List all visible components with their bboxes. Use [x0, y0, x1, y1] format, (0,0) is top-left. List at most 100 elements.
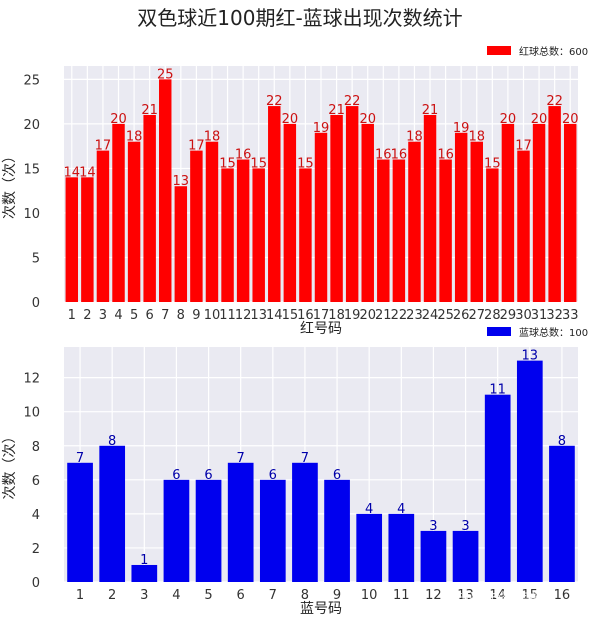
red-x-tick-label: 16: [297, 308, 314, 323]
red-x-tick-label: 32: [546, 308, 563, 323]
blue-y-tick-label: 4: [32, 508, 40, 523]
red-bar: [314, 132, 328, 302]
blue-bar-value-label: 6: [333, 468, 341, 483]
red-bar-value-label: 20: [359, 112, 376, 127]
red-x-axis-title: 红号码: [300, 321, 342, 337]
red-x-tick-label: 21: [375, 308, 392, 323]
blue-bar: [516, 360, 543, 582]
blue-bar: [356, 513, 383, 582]
red-x-tick-label: 10: [204, 308, 221, 323]
red-y-axis-title: 次数（次）: [2, 149, 18, 219]
red-bar-value-label: 20: [500, 112, 517, 127]
red-x-tick-label: 8: [177, 308, 185, 323]
blue-bar-value-label: 4: [397, 502, 405, 517]
blue-x-tick-label: 5: [204, 588, 212, 603]
blue-bar-value-label: 13: [522, 349, 539, 364]
red-bar: [486, 168, 499, 302]
blue-y-axis-title: 次数（次）: [2, 430, 18, 500]
blue-x-tick-label: 11: [393, 588, 410, 603]
red-bar: [283, 123, 297, 302]
red-x-tick-label: 29: [500, 308, 517, 323]
red-bar: [221, 168, 234, 302]
blue-bar: [195, 479, 222, 582]
page-title: 双色球近100期红-蓝球出现次数统计: [137, 6, 463, 30]
red-legend-swatch: [487, 46, 511, 55]
red-bar-value-label: 15: [219, 156, 236, 171]
blue-bar-value-label: 11: [489, 383, 506, 398]
red-bar: [345, 106, 359, 302]
red-bar-value-label: 22: [266, 94, 283, 109]
blue-x-tick-label: 14: [489, 588, 506, 603]
red-bar-value-label: 17: [515, 139, 532, 154]
red-y-tick-label: 0: [32, 296, 40, 311]
red-x-tick-label: 33: [562, 308, 579, 323]
blue-x-tick-label: 10: [361, 588, 378, 603]
blue-bar: [67, 462, 93, 582]
red-x-tick-label: 25: [437, 308, 454, 323]
blue-bar: [131, 564, 158, 582]
red-x-tick-label: 24: [422, 308, 439, 323]
red-bar-value-label: 21: [141, 103, 158, 118]
red-bar: [563, 123, 577, 302]
red-bar-value-label: 20: [282, 112, 299, 127]
blue-bar-value-label: 4: [365, 502, 373, 517]
blue-y-tick-label: 8: [32, 440, 40, 455]
red-bar: [299, 168, 312, 302]
red-bar-value-label: 18: [126, 130, 143, 145]
red-y-tick-label: 25: [23, 73, 40, 88]
blue-bar-value-label: 6: [269, 468, 277, 483]
red-x-tick-label: 4: [114, 308, 122, 323]
blue-bar: [292, 462, 318, 582]
blue-bar-value-label: 6: [172, 468, 180, 483]
red-x-tick-label: 9: [192, 308, 200, 323]
blue-legend-label: 蓝球总数：100: [519, 326, 588, 339]
red-bar: [439, 159, 452, 302]
red-bar: [408, 141, 421, 302]
red-bar: [454, 132, 468, 302]
blue-y-tick-label: 0: [32, 576, 40, 591]
red-bar: [517, 150, 530, 302]
red-x-tick-label: 6: [146, 308, 154, 323]
red-bar-value-label: 14: [79, 165, 96, 180]
red-x-tick-label: 15: [282, 308, 299, 323]
red-bar-value-label: 16: [437, 148, 454, 163]
red-legend-label: 红球总数：600: [519, 45, 588, 58]
red-x-tick-label: 2: [83, 308, 91, 323]
red-x-tick-label: 26: [453, 308, 470, 323]
blue-bar-value-label: 3: [461, 519, 469, 534]
red-x-tick-label: 28: [484, 308, 501, 323]
red-bar: [81, 177, 94, 302]
red-bar: [252, 168, 265, 302]
blue-bar-value-label: 1: [140, 553, 148, 568]
blue-bar: [99, 445, 126, 582]
red-y-tick-label: 5: [32, 251, 40, 266]
red-bar: [423, 114, 437, 302]
red-bar: [236, 159, 250, 302]
red-x-tick-label: 14: [266, 308, 283, 323]
red-bar-value-label: 22: [546, 94, 563, 109]
red-x-tick-label: 13: [250, 308, 267, 323]
blue-x-tick-label: 8: [301, 588, 309, 603]
red-bar-value-label: 21: [328, 103, 345, 118]
red-x-tick-label: 1: [68, 308, 76, 323]
red-x-tick-label: 11: [219, 308, 236, 323]
red-x-tick-label: 23: [406, 308, 423, 323]
red-bar: [96, 150, 110, 302]
red-bar: [159, 79, 172, 302]
red-bar-value-label: 13: [173, 174, 190, 189]
red-bar-value-label: 17: [95, 139, 112, 154]
blue-bar-value-label: 7: [237, 451, 245, 466]
red-bar-value-label: 18: [406, 130, 423, 145]
blue-y-tick-label: 6: [32, 474, 40, 489]
blue-x-axis-title: 蓝号码: [300, 601, 342, 617]
blue-bar: [388, 513, 415, 582]
red-bar: [174, 186, 188, 302]
red-bar: [532, 123, 546, 302]
blue-bar: [484, 394, 511, 582]
blue-x-tick-label: 4: [172, 588, 180, 603]
red-bar: [127, 141, 141, 302]
blue-x-tick-label: 1: [76, 588, 84, 603]
blue-bar-value-label: 7: [301, 451, 309, 466]
blue-bar: [420, 530, 447, 582]
red-x-tick-label: 30: [515, 308, 532, 323]
